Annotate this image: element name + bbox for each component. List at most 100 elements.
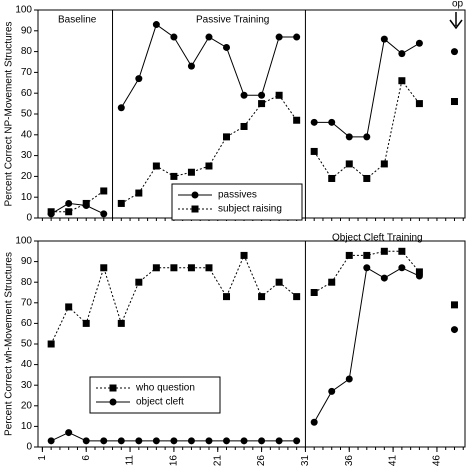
series-line bbox=[51, 190, 105, 213]
y-tick-label: 70 bbox=[21, 67, 33, 78]
circle-marker bbox=[450, 326, 458, 334]
circle-marker bbox=[82, 437, 90, 445]
square-marker bbox=[100, 264, 108, 272]
square-marker bbox=[152, 264, 160, 272]
circle-marker bbox=[205, 437, 213, 445]
square-marker bbox=[65, 303, 73, 311]
y-tick-label: 50 bbox=[21, 339, 33, 350]
square-marker bbox=[450, 301, 458, 309]
square-marker bbox=[240, 122, 248, 130]
circle-marker bbox=[398, 264, 406, 272]
circle-marker bbox=[223, 43, 231, 51]
square-marker bbox=[187, 264, 195, 272]
x-tick-label: 16 bbox=[169, 455, 180, 467]
square-marker bbox=[82, 319, 90, 327]
square-marker bbox=[398, 247, 406, 255]
circle-marker bbox=[170, 33, 178, 41]
series-line bbox=[313, 79, 420, 180]
square-marker bbox=[415, 100, 423, 108]
circle-marker bbox=[258, 91, 266, 99]
square-marker bbox=[223, 293, 231, 301]
square-marker bbox=[380, 160, 388, 168]
circle-marker bbox=[205, 33, 213, 41]
circle-marker bbox=[187, 437, 195, 445]
square-marker bbox=[380, 247, 388, 255]
series-line bbox=[313, 266, 420, 423]
circle-marker bbox=[240, 91, 248, 99]
square-marker bbox=[223, 133, 231, 141]
square-marker bbox=[100, 187, 108, 195]
annotation: op bbox=[452, 0, 464, 10]
circle-marker bbox=[152, 437, 160, 445]
circle-marker bbox=[135, 75, 143, 83]
square-marker bbox=[363, 251, 371, 259]
circle-marker bbox=[345, 133, 353, 141]
x-tick-label: 31 bbox=[300, 455, 311, 467]
legend-marker bbox=[191, 205, 199, 213]
square-marker bbox=[328, 278, 336, 286]
square-marker bbox=[398, 77, 406, 85]
y-tick-label: 30 bbox=[21, 380, 33, 391]
square-marker bbox=[363, 174, 371, 182]
square-marker bbox=[117, 319, 125, 327]
y-tick-label: 0 bbox=[26, 442, 32, 453]
y-tick-label: 40 bbox=[21, 359, 33, 370]
square-marker bbox=[170, 172, 178, 180]
x-tick-label: 21 bbox=[212, 455, 223, 467]
x-tick-label: 11 bbox=[125, 455, 136, 466]
square-marker bbox=[345, 251, 353, 259]
legend-label: object cleft bbox=[136, 397, 184, 408]
square-marker bbox=[65, 208, 73, 216]
square-marker bbox=[47, 340, 55, 348]
square-marker bbox=[170, 264, 178, 272]
circle-marker bbox=[47, 437, 55, 445]
square-marker bbox=[205, 162, 213, 170]
legend-box bbox=[89, 376, 221, 414]
legend-box bbox=[171, 183, 303, 221]
square-marker bbox=[345, 160, 353, 168]
square-marker bbox=[275, 91, 283, 99]
y-tick-label: 30 bbox=[21, 150, 33, 161]
y-tick-label: 90 bbox=[21, 256, 33, 267]
circle-marker bbox=[170, 437, 178, 445]
circle-marker bbox=[65, 429, 73, 437]
y-tick-label: 20 bbox=[21, 400, 33, 411]
circle-marker bbox=[380, 35, 388, 43]
y-tick-label: 40 bbox=[21, 129, 33, 140]
y-tick-label: 20 bbox=[21, 171, 33, 182]
plot-frame bbox=[37, 240, 466, 448]
circle-marker bbox=[415, 272, 423, 280]
circle-marker bbox=[450, 48, 458, 56]
square-marker bbox=[205, 264, 213, 272]
legend-marker bbox=[109, 398, 117, 406]
legend-label: passives bbox=[218, 190, 257, 201]
y-tick-label: 70 bbox=[21, 297, 33, 308]
y-tick-label: 90 bbox=[21, 25, 33, 36]
legend-label: subject raising bbox=[218, 204, 282, 215]
square-marker bbox=[135, 189, 143, 197]
series-line bbox=[50, 202, 104, 215]
follow-up-arrow bbox=[449, 12, 463, 30]
x-tick-label: 26 bbox=[256, 455, 267, 467]
square-marker bbox=[450, 98, 458, 106]
circle-marker bbox=[100, 437, 108, 445]
square-marker bbox=[310, 147, 318, 155]
y-tick-label: 0 bbox=[26, 213, 32, 224]
square-marker bbox=[310, 289, 318, 296]
y-tick-label: 10 bbox=[21, 192, 33, 203]
circle-marker bbox=[380, 274, 388, 282]
annotation: Baseline bbox=[58, 15, 97, 26]
circle-marker bbox=[293, 437, 301, 445]
legend-marker bbox=[109, 384, 117, 392]
legend-marker bbox=[191, 191, 199, 199]
x-tick-label: 36 bbox=[344, 455, 355, 467]
circle-marker bbox=[398, 50, 406, 58]
square-marker bbox=[293, 116, 301, 124]
annotation: Object Cleft Training bbox=[332, 233, 423, 244]
square-marker bbox=[258, 293, 266, 301]
y-tick-label: 10 bbox=[21, 421, 33, 432]
square-marker bbox=[47, 208, 55, 216]
square-marker bbox=[415, 268, 423, 276]
circle-marker bbox=[152, 21, 160, 29]
